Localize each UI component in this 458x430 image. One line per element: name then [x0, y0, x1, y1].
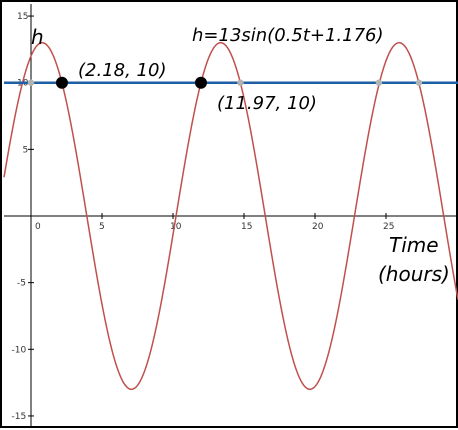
x-tick-label: 20	[312, 222, 324, 232]
y-tick-label: -15	[12, 412, 27, 422]
point-label-2: (11.97, 10)	[217, 93, 317, 114]
x-tick-label: 0	[35, 222, 41, 232]
axes	[4, 4, 458, 428]
gray-intersection-point	[415, 79, 423, 86]
gray-intersection-point	[237, 79, 244, 86]
y-tick-label: 5	[23, 145, 29, 155]
highlighted-point	[194, 76, 207, 89]
point-label-1: (2.18, 10)	[78, 60, 166, 81]
y-tick-label: -5	[17, 279, 26, 289]
x-tick-label: 15	[241, 222, 252, 232]
y-tick-label: -10	[12, 345, 27, 355]
equation-label: h=13sin(0.5t+1.176)	[192, 25, 384, 46]
x-tick-label: 10	[170, 222, 182, 232]
highlighted-point	[55, 76, 68, 89]
x-axis-label-line-2: (hours)	[378, 262, 450, 286]
x-tick-label: 5	[99, 222, 105, 232]
y-axis-label: h	[31, 25, 44, 49]
x-tick-label: 25	[383, 222, 394, 232]
gray-intersection-point	[375, 79, 383, 86]
intersection-points	[27, 76, 423, 89]
sine-curve	[3, 41, 458, 391]
gray-intersection-point	[27, 79, 35, 86]
x-axis-label-line-1: Time	[389, 233, 439, 257]
y-tick-label: 15	[17, 12, 28, 22]
series	[3, 41, 458, 391]
